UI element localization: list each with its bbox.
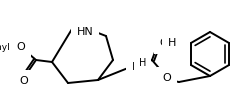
Text: H: H [168, 38, 176, 48]
Text: N: N [132, 62, 140, 72]
Text: methyl: methyl [0, 42, 10, 51]
Text: O: O [163, 73, 171, 83]
Text: O: O [20, 76, 28, 86]
Text: H: H [139, 58, 146, 68]
Text: HN: HN [77, 27, 93, 37]
Text: O: O [160, 38, 168, 48]
Text: O: O [17, 42, 25, 52]
